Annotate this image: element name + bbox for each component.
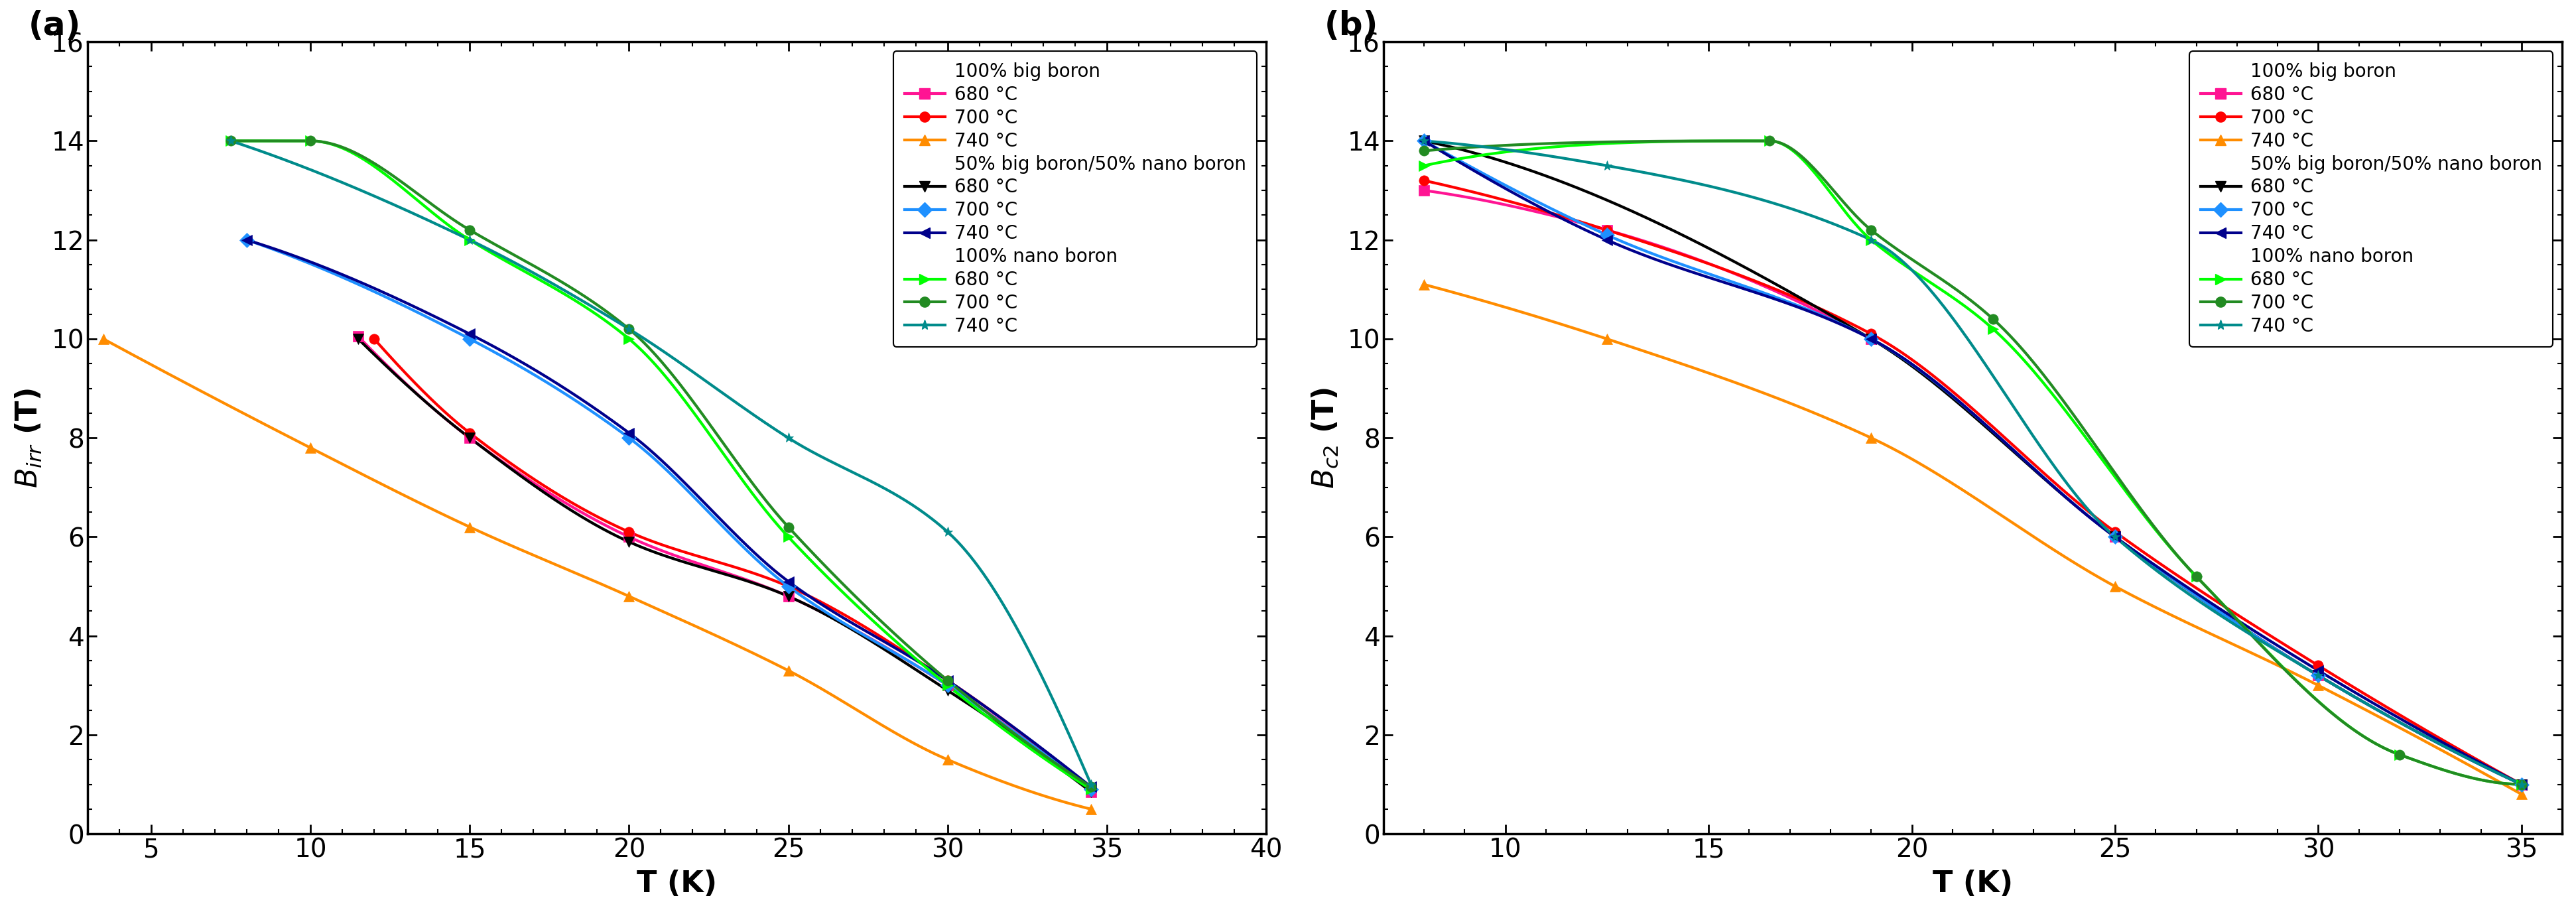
X-axis label: T (K): T (K) [636,870,716,898]
Text: (a): (a) [28,10,80,42]
Legend: 100% big boron, 680 °C, 700 °C, 740 °C, 50% big boron/50% nano boron, 680 °C, 70: 100% big boron, 680 °C, 700 °C, 740 °C, … [2190,51,2553,347]
Text: (b): (b) [1324,10,1378,42]
Y-axis label: $B_{c2}$ (T): $B_{c2}$ (T) [1311,387,1340,489]
Y-axis label: $B_{irr}$ (T): $B_{irr}$ (T) [13,388,44,488]
Legend: 100% big boron, 680 °C, 700 °C, 740 °C, 50% big boron/50% nano boron, 680 °C, 70: 100% big boron, 680 °C, 700 °C, 740 °C, … [894,51,1257,347]
X-axis label: T (K): T (K) [1932,870,2012,898]
